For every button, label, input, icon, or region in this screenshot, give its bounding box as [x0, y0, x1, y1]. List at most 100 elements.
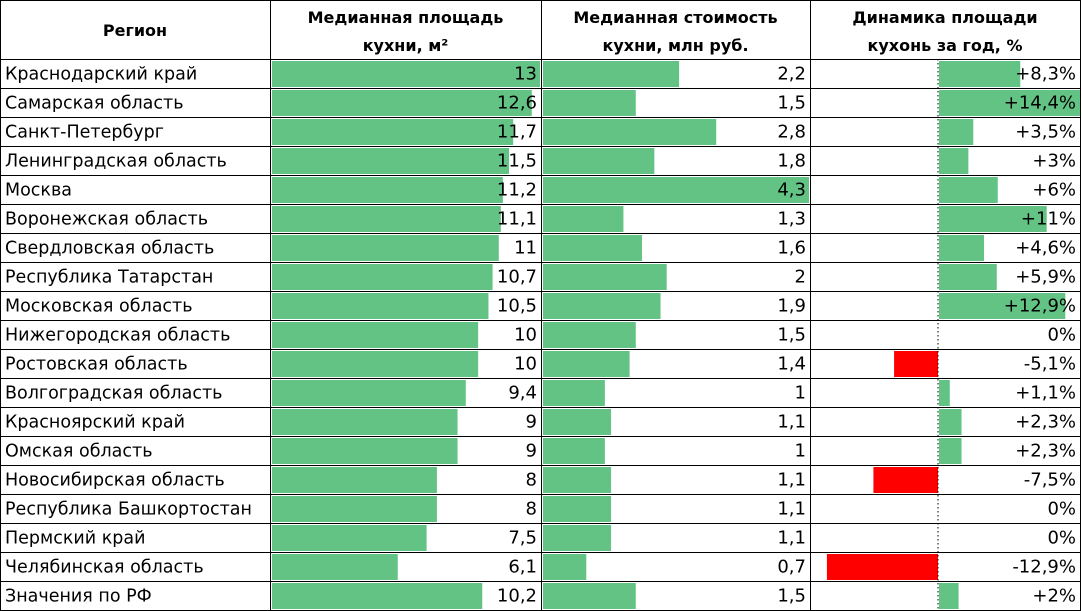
cost-bar: [543, 438, 605, 464]
region-label: Нижегородская область: [5, 326, 230, 346]
cost-bar: [543, 351, 630, 377]
header-area-line-2: кухни, м²: [363, 36, 449, 55]
region-label: Красноярский край: [5, 413, 185, 433]
growth-value: -5,1%: [1024, 354, 1076, 375]
cost-value: 1,6: [777, 238, 806, 259]
header-cost-line-1: Медианная стоимость: [573, 8, 777, 27]
growth-bar: [939, 380, 950, 406]
cost-bar: [543, 90, 636, 116]
cost-bar: [543, 293, 661, 319]
growth-value: +3%: [1032, 151, 1076, 172]
cost-value: 1: [795, 441, 806, 462]
cost-value: 1: [795, 383, 806, 404]
area-bar: [272, 380, 466, 406]
growth-bar: [939, 177, 998, 203]
area-value: 9,4: [508, 383, 537, 404]
region-label: Санкт-Петербург: [5, 123, 164, 143]
area-value: 11: [514, 238, 537, 259]
growth-bar: [939, 61, 1021, 87]
area-bar: [272, 351, 479, 377]
area-bar: [272, 467, 437, 493]
data-bars: [272, 61, 1080, 609]
area-value: 10,2: [497, 586, 537, 607]
region-label: Самарская область: [5, 94, 184, 114]
growth-value: 0%: [1047, 499, 1076, 520]
cost-value: 1,8: [777, 151, 806, 172]
header-area-line-1: Медианная площадь: [308, 8, 504, 27]
cost-bar: [543, 322, 636, 348]
growth-bar: [894, 351, 938, 377]
cost-value: 1,1: [777, 528, 806, 549]
growth-value: +5,9%: [1015, 267, 1076, 288]
growth-bar: [873, 467, 938, 493]
region-label: Республика Татарстан: [5, 268, 213, 288]
area-bar: [272, 235, 499, 261]
area-value: 11,7: [497, 122, 537, 143]
cost-bar: [543, 409, 612, 435]
growth-value: +2,3%: [1015, 441, 1076, 462]
cost-value: 0,7: [777, 557, 806, 578]
region-label: Пермский край: [5, 529, 146, 549]
cost-bar: [543, 525, 612, 551]
growth-bar: [939, 119, 974, 145]
growth-value: +2,3%: [1015, 412, 1076, 433]
area-value: 6,1: [508, 557, 537, 578]
area-bar: [272, 496, 437, 522]
growth-bar: [939, 148, 969, 174]
growth-value: +4,6%: [1015, 238, 1076, 259]
cost-value: 1,5: [777, 325, 806, 346]
area-bar: [272, 61, 540, 87]
growth-value: 0%: [1047, 528, 1076, 549]
cost-value: 1,1: [777, 499, 806, 520]
growth-bar: [939, 206, 1047, 232]
cost-bar: [543, 496, 612, 522]
area-bar: [272, 264, 493, 290]
cost-value: 2: [795, 267, 806, 288]
cost-value: 1,5: [777, 586, 806, 607]
growth-bar: [939, 583, 959, 609]
cost-value: 2,2: [777, 64, 806, 85]
area-value: 13: [514, 64, 537, 85]
cost-value: 2,8: [777, 122, 806, 143]
cost-value: 1,4: [777, 354, 806, 375]
cost-bar: [543, 380, 605, 406]
growth-value: 0%: [1047, 325, 1076, 346]
header-region-line-1: Регион: [103, 21, 167, 40]
growth-value: -7,5%: [1024, 470, 1076, 491]
area-bar: [272, 583, 483, 609]
cost-bar: [543, 206, 624, 232]
growth-bar: [939, 409, 962, 435]
region-label: Краснодарский край: [5, 65, 197, 85]
cost-bar: [543, 467, 612, 493]
region-label: Воронежская область: [5, 210, 208, 230]
area-value: 10,5: [497, 296, 537, 317]
growth-value: -12,9%: [1012, 557, 1076, 578]
area-value: 11,1: [497, 209, 537, 230]
cost-value: 4,3: [777, 180, 806, 201]
header-growth-line-2: кухонь за год, %: [868, 36, 1023, 55]
area-bar: [272, 206, 501, 232]
area-value: 10: [514, 325, 537, 346]
region-label: Республика Башкортостан: [5, 500, 252, 520]
region-label: Челябинская область: [5, 558, 204, 578]
growth-bar: [939, 90, 1080, 116]
area-bar: [272, 322, 479, 348]
header-growth-line-1: Динамика площади: [852, 8, 1037, 27]
area-value: 11,5: [497, 151, 537, 172]
area-value: 9: [526, 412, 537, 433]
growth-value: +11%: [1021, 209, 1076, 230]
growth-value: +2%: [1032, 586, 1076, 607]
area-value: 8: [526, 470, 537, 491]
area-bar: [272, 148, 510, 174]
region-label: Значения по РФ: [5, 587, 152, 607]
area-bar: [272, 119, 514, 145]
cost-value: 1,1: [777, 470, 806, 491]
cost-value: 1,1: [777, 412, 806, 433]
cost-value: 1,3: [777, 209, 806, 230]
growth-bar: [826, 554, 938, 580]
cost-bar: [543, 235, 642, 261]
growth-value: +8,3%: [1015, 64, 1076, 85]
area-bar: [272, 438, 458, 464]
region-label: Ленинградская область: [5, 152, 227, 172]
